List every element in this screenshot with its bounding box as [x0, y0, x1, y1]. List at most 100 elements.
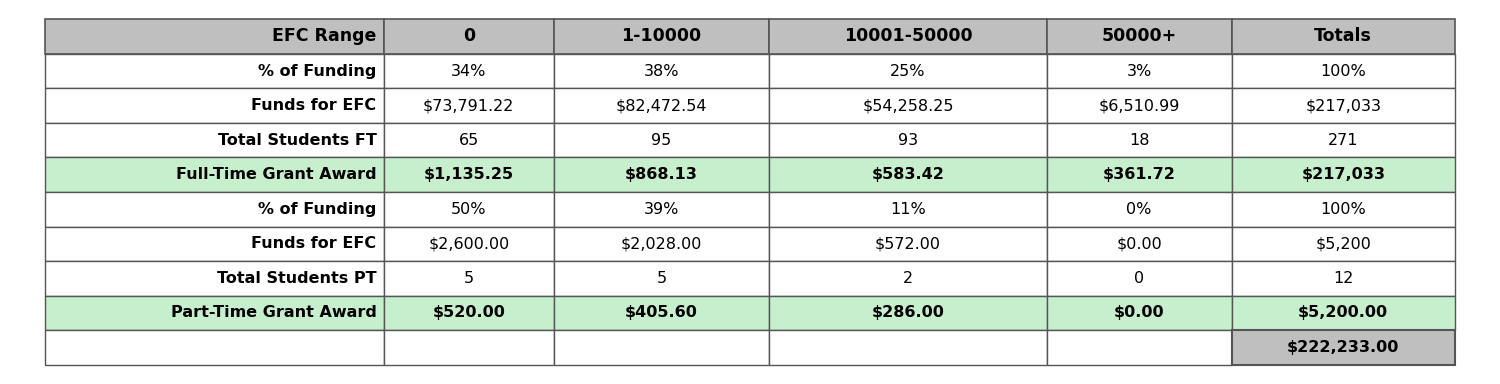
Bar — [1232, 261, 1455, 296]
Text: Funds for EFC: Funds for EFC — [252, 98, 376, 113]
Text: $217,033: $217,033 — [1302, 167, 1386, 182]
Bar — [45, 261, 384, 296]
Text: 25%: 25% — [890, 63, 926, 79]
Bar — [1047, 192, 1232, 227]
Text: 38%: 38% — [644, 63, 680, 79]
Bar — [770, 296, 1047, 330]
Bar — [1047, 330, 1232, 365]
Text: 5: 5 — [464, 271, 474, 286]
Bar — [384, 54, 554, 88]
Bar — [45, 19, 384, 54]
Bar — [1232, 54, 1455, 88]
Text: Totals: Totals — [1314, 28, 1372, 45]
Text: 5: 5 — [657, 271, 666, 286]
Text: 100%: 100% — [1320, 63, 1366, 79]
Text: $73,791.22: $73,791.22 — [423, 98, 514, 113]
Text: 50%: 50% — [452, 202, 486, 217]
Bar — [1047, 54, 1232, 88]
Text: $5,200.00: $5,200.00 — [1298, 305, 1389, 321]
Bar — [1232, 123, 1455, 157]
Bar — [1232, 157, 1455, 192]
Bar — [384, 192, 554, 227]
Text: Full-Time Grant Award: Full-Time Grant Award — [176, 167, 376, 182]
Bar — [1047, 261, 1232, 296]
Bar — [770, 157, 1047, 192]
Text: EFC Range: EFC Range — [272, 28, 376, 45]
Bar — [45, 88, 384, 123]
Text: $361.72: $361.72 — [1102, 167, 1176, 182]
Text: 12: 12 — [1334, 271, 1353, 286]
Text: 271: 271 — [1328, 132, 1359, 148]
Text: $572.00: $572.00 — [874, 236, 940, 252]
Bar — [554, 296, 770, 330]
Text: 3%: 3% — [1126, 63, 1152, 79]
Bar — [554, 330, 770, 365]
Bar — [384, 157, 554, 192]
Bar — [384, 123, 554, 157]
Bar — [384, 296, 554, 330]
Text: 39%: 39% — [644, 202, 680, 217]
Text: 2: 2 — [903, 271, 914, 286]
Bar — [554, 54, 770, 88]
Bar — [554, 261, 770, 296]
Text: 10001-50000: 10001-50000 — [843, 28, 972, 45]
Text: $54,258.25: $54,258.25 — [862, 98, 954, 113]
Text: $82,472.54: $82,472.54 — [615, 98, 706, 113]
Bar — [1232, 88, 1455, 123]
Bar — [384, 227, 554, 261]
Bar — [770, 88, 1047, 123]
Bar — [1232, 330, 1455, 365]
Bar — [1232, 192, 1455, 227]
Bar — [1047, 19, 1232, 54]
Text: 100%: 100% — [1320, 202, 1366, 217]
Text: 93: 93 — [898, 132, 918, 148]
Text: 0: 0 — [462, 28, 476, 45]
Bar — [45, 157, 384, 192]
Text: % of Funding: % of Funding — [258, 202, 376, 217]
Bar — [45, 227, 384, 261]
Bar — [1232, 227, 1455, 261]
Text: 34%: 34% — [452, 63, 486, 79]
Text: Funds for EFC: Funds for EFC — [252, 236, 376, 252]
Bar — [770, 330, 1047, 365]
Text: Total Students PT: Total Students PT — [217, 271, 376, 286]
Text: 18: 18 — [1130, 132, 1149, 148]
Text: 1-10000: 1-10000 — [621, 28, 702, 45]
Bar — [45, 54, 384, 88]
Bar — [1047, 296, 1232, 330]
Text: $583.42: $583.42 — [871, 167, 945, 182]
Text: % of Funding: % of Funding — [258, 63, 376, 79]
Bar — [1047, 123, 1232, 157]
Bar — [1047, 157, 1232, 192]
Bar — [554, 19, 770, 54]
Text: 11%: 11% — [890, 202, 926, 217]
Text: 50000+: 50000+ — [1101, 28, 1176, 45]
Bar — [1047, 88, 1232, 123]
Text: $286.00: $286.00 — [871, 305, 945, 321]
Text: Total Students FT: Total Students FT — [217, 132, 376, 148]
Text: $2,600.00: $2,600.00 — [427, 236, 510, 252]
Text: $0.00: $0.00 — [1116, 236, 1162, 252]
Bar — [45, 330, 384, 365]
Text: $2,028.00: $2,028.00 — [621, 236, 702, 252]
Bar — [384, 261, 554, 296]
Text: $868.13: $868.13 — [626, 167, 698, 182]
Bar — [1047, 227, 1232, 261]
Bar — [1232, 19, 1455, 54]
Text: Part-Time Grant Award: Part-Time Grant Award — [171, 305, 376, 321]
Bar — [554, 88, 770, 123]
Bar — [554, 227, 770, 261]
Bar — [770, 54, 1047, 88]
Bar — [554, 192, 770, 227]
Text: $1,135.25: $1,135.25 — [423, 167, 514, 182]
Text: $6,510.99: $6,510.99 — [1098, 98, 1180, 113]
Bar — [384, 88, 554, 123]
Bar — [770, 192, 1047, 227]
Bar — [554, 123, 770, 157]
Bar — [1232, 296, 1455, 330]
Bar — [45, 123, 384, 157]
Bar — [770, 19, 1047, 54]
Text: $222,233.00: $222,233.00 — [1287, 340, 1400, 355]
Text: 65: 65 — [459, 132, 478, 148]
Bar — [554, 157, 770, 192]
